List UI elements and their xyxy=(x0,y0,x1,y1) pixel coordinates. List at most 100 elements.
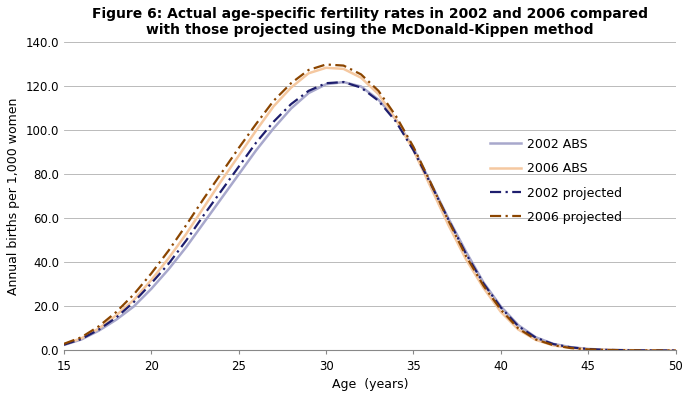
2006 projected xyxy=(375,88,383,93)
2002 projected xyxy=(637,348,645,353)
2002 ABS xyxy=(322,82,331,87)
2006 projected xyxy=(130,292,138,297)
2002 ABS xyxy=(199,220,208,225)
2002 ABS xyxy=(357,84,365,89)
2006 projected xyxy=(77,335,86,339)
2006 ABS xyxy=(532,338,540,342)
2002 ABS xyxy=(497,304,505,309)
2002 ABS xyxy=(375,97,383,102)
2002 projected xyxy=(671,348,680,353)
2002 ABS xyxy=(566,345,575,349)
2006 projected xyxy=(147,271,155,276)
2002 projected xyxy=(270,119,278,124)
2002 projected xyxy=(584,347,593,351)
2002 ABS xyxy=(462,249,470,254)
2002 projected xyxy=(497,305,505,310)
2002 ABS xyxy=(304,91,313,96)
2002 ABS xyxy=(602,347,610,352)
2002 projected xyxy=(165,261,173,266)
2006 ABS xyxy=(671,348,680,353)
2006 projected xyxy=(95,324,103,329)
Legend: 2002 ABS, 2006 ABS, 2002 projected, 2006 projected: 2002 ABS, 2006 ABS, 2002 projected, 2006… xyxy=(486,135,626,228)
2006 ABS xyxy=(95,326,103,331)
2006 ABS xyxy=(566,346,575,351)
2006 ABS xyxy=(654,348,662,353)
Line: 2006 projected: 2006 projected xyxy=(64,64,676,351)
2002 projected xyxy=(357,85,365,90)
2002 projected xyxy=(77,337,86,341)
X-axis label: Age  (years): Age (years) xyxy=(331,378,408,391)
2002 ABS xyxy=(147,287,155,291)
2002 projected xyxy=(514,324,522,329)
2006 ABS xyxy=(462,257,470,261)
2006 projected xyxy=(671,348,680,353)
2006 projected xyxy=(270,98,278,103)
2002 ABS xyxy=(287,106,295,111)
2002 projected xyxy=(252,140,260,145)
2006 ABS xyxy=(217,179,226,183)
2002 ABS xyxy=(427,181,435,185)
2006 projected xyxy=(462,254,470,258)
2006 projected xyxy=(566,346,575,351)
2002 projected xyxy=(147,281,155,286)
2002 ABS xyxy=(654,348,662,353)
2006 projected xyxy=(619,348,627,353)
2006 projected xyxy=(549,343,558,347)
2002 ABS xyxy=(77,337,86,342)
2002 projected xyxy=(339,80,348,84)
2002 ABS xyxy=(270,126,278,131)
2006 projected xyxy=(427,181,435,185)
2006 ABS xyxy=(130,297,138,302)
2002 projected xyxy=(235,164,243,169)
2006 ABS xyxy=(514,327,522,332)
2006 projected xyxy=(602,347,610,352)
2002 ABS xyxy=(235,172,243,177)
2002 ABS xyxy=(480,280,488,285)
2002 projected xyxy=(532,336,540,340)
2002 ABS xyxy=(549,341,558,346)
2006 ABS xyxy=(304,71,313,76)
2002 ABS xyxy=(182,245,190,250)
2006 ABS xyxy=(199,205,208,210)
2006 ABS xyxy=(480,285,488,290)
2006 ABS xyxy=(235,153,243,158)
2006 ABS xyxy=(602,347,610,352)
2006 ABS xyxy=(270,104,278,109)
2002 ABS xyxy=(112,317,121,322)
2002 projected xyxy=(444,217,453,222)
2002 projected xyxy=(549,342,558,347)
2002 projected xyxy=(130,300,138,304)
2006 projected xyxy=(480,283,488,288)
Y-axis label: Annual births per 1,000 women: Annual births per 1,000 women xyxy=(7,98,20,295)
2006 ABS xyxy=(287,85,295,90)
2002 projected xyxy=(182,238,190,243)
2002 projected xyxy=(602,347,610,352)
2006 projected xyxy=(199,196,208,201)
2002 projected xyxy=(112,315,121,320)
2002 ABS xyxy=(130,304,138,309)
2002 ABS xyxy=(532,335,540,339)
2002 projected xyxy=(654,348,662,353)
2006 projected xyxy=(339,63,348,68)
2002 ABS xyxy=(514,323,522,328)
2002 ABS xyxy=(392,117,400,122)
2006 projected xyxy=(654,348,662,353)
2002 ABS xyxy=(60,343,68,347)
2006 ABS xyxy=(165,256,173,260)
2002 projected xyxy=(480,281,488,286)
2002 projected xyxy=(217,189,226,193)
Title: Figure 6: Actual age-specific fertility rates in 2002 and 2006 compared
with tho: Figure 6: Actual age-specific fertility … xyxy=(92,7,648,37)
2002 ABS xyxy=(444,216,453,221)
2006 ABS xyxy=(182,232,190,236)
2006 ABS xyxy=(637,348,645,353)
2002 ABS xyxy=(217,196,226,201)
2006 ABS xyxy=(427,185,435,190)
2002 projected xyxy=(409,148,417,153)
2006 ABS xyxy=(409,148,417,153)
2006 projected xyxy=(357,72,365,77)
2006 projected xyxy=(444,218,453,223)
2006 projected xyxy=(497,307,505,312)
2006 ABS xyxy=(549,343,558,348)
2006 ABS xyxy=(252,128,260,133)
2006 projected xyxy=(182,223,190,228)
